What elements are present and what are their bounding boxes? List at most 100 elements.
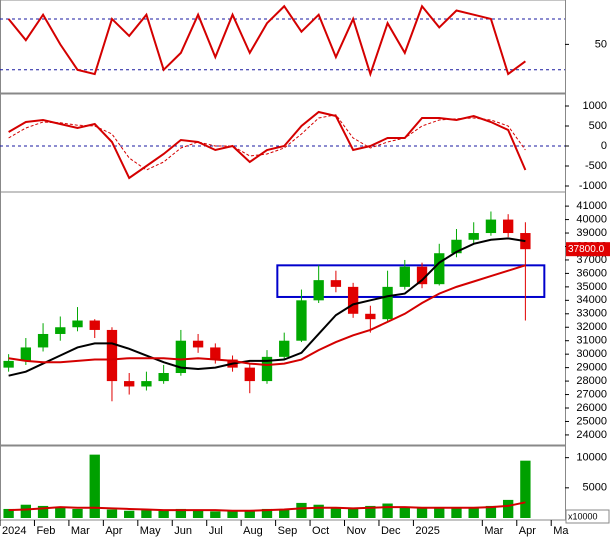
volume-bar <box>175 508 187 518</box>
panel-frame <box>0 191 566 446</box>
volume-bar <box>416 508 428 518</box>
x-tick-label: Ma <box>553 525 569 537</box>
candle-body <box>72 320 83 328</box>
volume-bar <box>192 510 204 518</box>
candle-body <box>485 219 497 234</box>
y-tick-label: 10000 <box>576 452 607 464</box>
y-tick-label: 31000 <box>576 335 607 347</box>
y-tick-label: 30000 <box>576 348 607 360</box>
x-tick-label: Apr <box>105 525 122 537</box>
candle-body <box>365 313 376 320</box>
volume-bar <box>141 510 152 518</box>
volume-bar <box>89 454 100 518</box>
y-tick-label: 32000 <box>576 321 607 333</box>
volume-bar <box>347 508 359 518</box>
volume-bar <box>106 509 118 518</box>
x-tick-label: Aug <box>243 525 263 537</box>
candle-body <box>37 333 49 348</box>
candle-body <box>330 280 342 287</box>
y-tick-label: -500 <box>585 160 607 172</box>
x-tick-label: 2024 <box>2 525 26 537</box>
series-line <box>8 501 526 512</box>
volume-bar <box>382 503 393 518</box>
volume-bar <box>296 502 307 518</box>
y-tick-label: 5000 <box>583 482 607 494</box>
x-tick-label: Sep <box>278 525 298 537</box>
candle-body <box>279 340 290 357</box>
candle-body <box>3 360 14 368</box>
candle-body <box>399 266 410 287</box>
x-tick-label: 2025 <box>415 525 439 537</box>
volume-bar <box>468 508 479 518</box>
volume-bar <box>520 460 531 518</box>
y-tick-label: -1000 <box>579 180 607 192</box>
volume-bar <box>37 505 49 518</box>
y-tick-label: 41000 <box>576 200 607 212</box>
y-tick-label: 28000 <box>576 375 607 387</box>
unit-label: x10000 <box>568 511 598 521</box>
y-tick-label: 34000 <box>576 294 607 306</box>
x-tick-label: Dec <box>381 525 401 537</box>
series-line <box>8 264 526 366</box>
candle-body <box>141 381 152 387</box>
y-tick-label: 0 <box>601 140 607 152</box>
panel-frame <box>0 0 566 94</box>
volume-bar <box>451 507 462 518</box>
x-tick-label: Apr <box>519 525 536 537</box>
volume-bar <box>244 510 255 518</box>
panel-frame <box>0 445 566 521</box>
candle-body <box>296 300 307 341</box>
candle-body <box>55 327 66 334</box>
candle-body <box>451 239 462 254</box>
candle-body <box>20 347 32 361</box>
volume-bar <box>279 509 290 518</box>
candle-body <box>192 340 204 348</box>
candle-body <box>382 286 393 320</box>
series-line <box>8 110 527 180</box>
volume-bar <box>434 507 445 518</box>
y-tick-label: 24000 <box>576 429 607 441</box>
candle-body <box>89 320 100 330</box>
volume-bar <box>502 499 514 518</box>
y-tick-label: 37000 <box>576 254 607 266</box>
candle-body <box>434 253 445 285</box>
y-tick-label: 33000 <box>576 308 607 320</box>
volume-bar <box>330 507 342 518</box>
annotation-box <box>276 264 546 298</box>
volume-bar <box>227 510 238 518</box>
candle-body <box>261 356 273 382</box>
x-tick-label: Oct <box>312 525 329 537</box>
series-line <box>8 237 526 377</box>
candle-body <box>313 280 324 301</box>
x-tick-label: Mar <box>484 525 503 537</box>
x-tick-label: May <box>140 525 161 537</box>
candle-body <box>106 329 118 382</box>
y-tick-label: 500 <box>589 120 607 132</box>
volume-bar <box>485 505 497 518</box>
candle-body <box>124 381 135 387</box>
x-tick-label: Jul <box>209 525 223 537</box>
volume-bar <box>399 507 410 518</box>
y-tick-label: 39000 <box>576 227 607 239</box>
y-tick-label: 35000 <box>576 281 607 293</box>
x-tick-label: Feb <box>36 525 55 537</box>
y-tick-label: 29000 <box>576 362 607 374</box>
series-line <box>8 114 526 171</box>
candle-body <box>502 219 514 234</box>
candle-body <box>244 367 255 382</box>
y-tick-label: 27000 <box>576 388 607 400</box>
volume-bar <box>3 508 14 518</box>
volume-bar <box>210 511 221 518</box>
candle-body <box>175 340 187 374</box>
y-tick-label: 36000 <box>576 267 607 279</box>
last-price-box <box>566 242 610 257</box>
panel-frame <box>0 93 566 193</box>
volume-bar <box>261 508 273 518</box>
volume-bar <box>365 505 376 518</box>
y-tick-label: 26000 <box>576 402 607 414</box>
volume-bar <box>158 510 169 518</box>
y-tick-label: 50 <box>595 38 607 50</box>
x-tick-label: Jun <box>174 525 192 537</box>
